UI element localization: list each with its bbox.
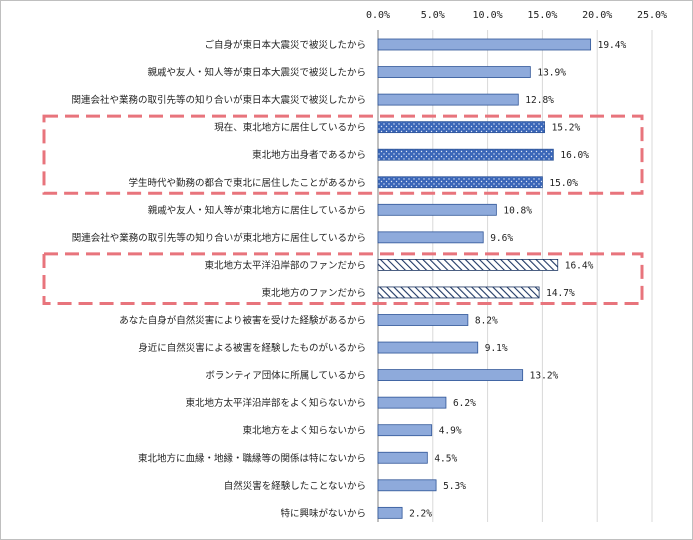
x-tick-label: 5.0% — [421, 10, 445, 21]
category-label: 学生時代や勤務の都合で東北に居住したことがあるから — [128, 177, 366, 189]
data-label: 2.2% — [409, 508, 432, 519]
x-tick-label: 25.0% — [637, 10, 667, 21]
highlight-box — [42, 114, 644, 195]
bar — [377, 176, 543, 189]
bar — [377, 451, 428, 464]
category-label: あなた自身が自然災害により被害を受けた経験があるから — [119, 315, 366, 327]
category-label: 親戚や友人・知人等が東日本大震災で被災したから — [147, 67, 366, 79]
x-tick-label: 10.0% — [473, 10, 503, 21]
category-label: 身近に自然災害による被害を経験したものがいるから — [138, 342, 366, 354]
bar — [377, 396, 447, 409]
highlight-box — [42, 252, 644, 305]
category-label: ボランティア団体に所属しているから — [205, 370, 366, 382]
x-tick-label: 15.0% — [527, 10, 557, 21]
data-label: 5.3% — [443, 481, 466, 492]
bar — [377, 479, 437, 492]
category-label: 東北地方太平洋沿岸部のファンだから — [204, 259, 366, 271]
bar — [377, 203, 497, 216]
category-label: 特に興味がないから — [280, 507, 366, 519]
bar — [377, 66, 531, 78]
bar — [377, 314, 469, 326]
bars — [377, 38, 592, 519]
data-label: 16.0% — [560, 150, 589, 161]
highlight-boxes — [42, 114, 644, 305]
data-label: 19.4% — [598, 40, 627, 51]
category-label: 東北地方に血縁・地縁・職縁等の関係は特にないから — [138, 452, 366, 464]
data-label: 4.9% — [439, 426, 462, 437]
data-label: 15.2% — [552, 123, 581, 134]
x-tick-label: 20.0% — [582, 10, 612, 21]
value-labels: 19.4% 13.9% 12.8% 15.2% 16.0% 15.0% 10.8% 9.6% 1… — [409, 40, 626, 519]
data-label: 15.0% — [549, 178, 578, 189]
data-label: 10.8% — [503, 205, 532, 216]
category-label: 東北地方をよく知らないから — [242, 425, 366, 437]
x-axis-ticks: 0.0% 5.0% 10.0% 15.0% 20.0% 25.0% — [366, 10, 667, 21]
bar — [377, 93, 519, 106]
data-label: 12.8% — [525, 95, 554, 106]
bar — [377, 424, 433, 437]
bar — [377, 258, 559, 271]
category-label: ご自身が東日本大震災で被災したから — [204, 39, 366, 51]
x-tick-label: 0.0% — [366, 10, 390, 21]
category-label: 関連会社や業務の取引先等の知り合いが東日本大震災で被災したから — [71, 94, 366, 106]
category-labels: ご自身が東日本大震災で被災したから親戚や友人・知人等が東日本大震災で被災したから… — [71, 39, 366, 519]
data-label: 16.4% — [565, 260, 594, 271]
bar — [377, 121, 545, 134]
bar — [377, 286, 540, 299]
data-label: 13.9% — [537, 68, 566, 79]
category-label: 自然災害を経験したことないから — [224, 480, 366, 492]
category-label: 東北地方のファンだから — [261, 287, 366, 299]
data-label: 9.6% — [490, 233, 513, 244]
bar — [377, 506, 403, 519]
bar — [377, 341, 479, 354]
data-label: 14.7% — [546, 288, 575, 299]
bar — [377, 369, 524, 382]
category-label: 親戚や友人・知人等が東北地方に居住しているから — [148, 204, 366, 216]
category-label: 現在、東北地方に居住しているから — [214, 122, 366, 134]
category-label: 東北地方太平洋沿岸部をよく知らないから — [185, 397, 366, 409]
category-label: 東北地方出身者であるから — [252, 149, 366, 161]
data-label: 6.2% — [453, 398, 476, 409]
grid-lines — [377, 30, 653, 522]
bar — [377, 38, 592, 51]
data-label: 8.2% — [475, 316, 498, 327]
data-label: 13.2% — [530, 371, 559, 382]
bar — [377, 231, 484, 244]
data-label: 4.5% — [434, 453, 457, 464]
bar — [377, 148, 554, 161]
data-label: 9.1% — [485, 343, 508, 354]
category-label: 関連会社や業務の取引先等の知り合いが東北地方に居住しているから — [72, 232, 366, 244]
